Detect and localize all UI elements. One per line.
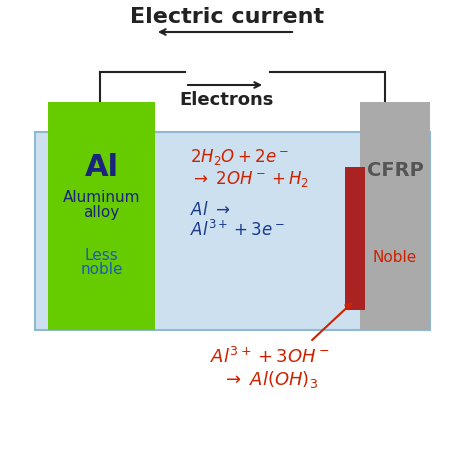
Text: $Al^{3+} + 3e^-$: $Al^{3+} + 3e^-$: [190, 220, 285, 240]
Bar: [360, 102, 430, 330]
Text: $2H_2O + 2e^-$: $2H_2O + 2e^-$: [190, 147, 289, 167]
Text: Electrons: Electrons: [180, 91, 274, 109]
Bar: [345, 167, 365, 310]
Text: $Al^{3+} + 3OH^-$: $Al^{3+} + 3OH^-$: [210, 347, 330, 367]
Text: $Al\ \rightarrow$: $Al\ \rightarrow$: [190, 201, 231, 219]
Text: alloy: alloy: [83, 205, 120, 219]
Text: noble: noble: [80, 262, 123, 278]
Text: Less: Less: [85, 248, 118, 262]
Text: $\rightarrow\ Al(OH)_3$: $\rightarrow\ Al(OH)_3$: [222, 370, 318, 390]
Text: $\rightarrow\ 2OH^- + H_2$: $\rightarrow\ 2OH^- + H_2$: [190, 169, 309, 189]
Text: Electric current: Electric current: [130, 7, 324, 27]
Bar: [35, 132, 430, 330]
Bar: [48, 102, 155, 330]
Text: Al: Al: [85, 152, 119, 182]
Text: Noble: Noble: [373, 249, 417, 265]
Text: CFRP: CFRP: [367, 160, 423, 180]
Text: Aluminum: Aluminum: [63, 189, 140, 205]
